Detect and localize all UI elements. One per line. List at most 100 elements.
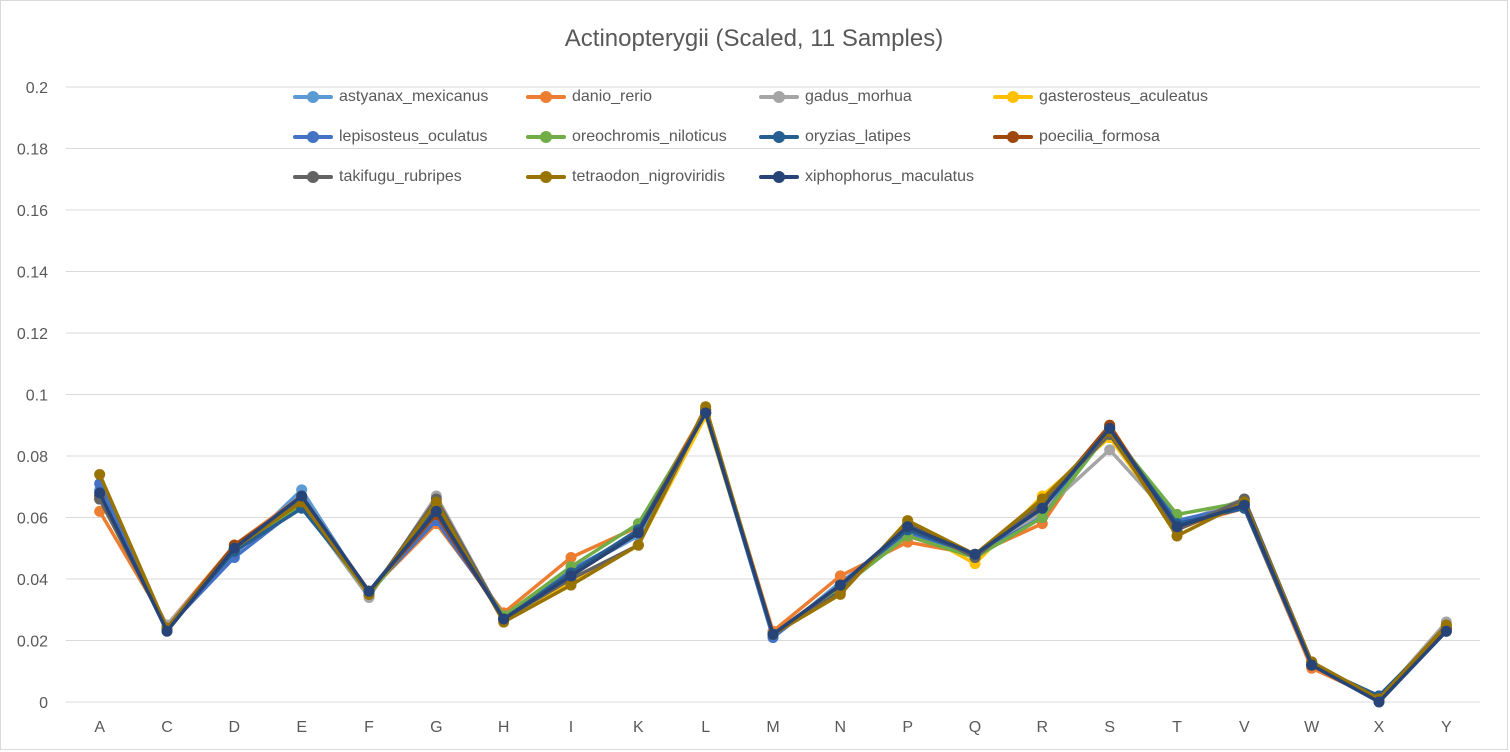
series-line — [98, 411, 1448, 698]
series-line — [98, 408, 1448, 701]
legend-item: danio_rerio — [526, 87, 652, 107]
y-tick-label: 0.02 — [17, 634, 48, 651]
data-point — [1306, 659, 1318, 671]
legend-swatch-icon — [759, 167, 799, 187]
y-tick-label: 0.12 — [17, 326, 48, 343]
data-point — [430, 496, 442, 508]
data-point — [902, 521, 914, 533]
data-point — [1036, 493, 1048, 505]
data-point — [632, 539, 644, 551]
legend-swatch-icon — [993, 87, 1033, 107]
legend-item: oreochromis_niloticus — [526, 127, 727, 147]
data-point — [498, 613, 510, 625]
x-tick-label: V — [1239, 719, 1250, 736]
data-point — [161, 625, 173, 637]
legend-swatch-icon — [759, 87, 799, 107]
series-line — [98, 414, 1448, 701]
legend-label: gasterosteus_aculeatus — [1039, 88, 1208, 105]
x-tick-label: G — [430, 719, 442, 736]
y-tick-label: 0.14 — [17, 265, 48, 282]
x-tick-label: D — [229, 719, 241, 736]
data-point — [767, 628, 779, 640]
legend-item: oryzias_latipes — [759, 127, 911, 147]
data-point — [1373, 696, 1385, 708]
legend-item: gasterosteus_aculeatus — [993, 87, 1208, 107]
data-point — [1238, 499, 1250, 511]
legend-swatch-icon — [993, 127, 1033, 147]
legend-item: gadus_morhua — [759, 87, 912, 107]
data-point — [296, 490, 308, 502]
legend-label: oryzias_latipes — [805, 128, 911, 145]
data-point — [632, 527, 644, 539]
data-point — [565, 570, 577, 582]
y-tick-label: 0.2 — [26, 80, 48, 97]
y-tick-label: 0.04 — [17, 572, 48, 589]
x-tick-label: M — [766, 719, 779, 736]
data-point — [1036, 502, 1048, 514]
legend-label: poecilia_formosa — [1039, 128, 1160, 145]
legend-item: lepisosteus_oculatus — [293, 127, 488, 147]
y-tick-label: 0 — [39, 695, 48, 712]
data-point — [834, 588, 846, 600]
x-tick-label: S — [1104, 719, 1115, 736]
x-tick-label: F — [364, 719, 374, 736]
data-point — [969, 548, 981, 560]
series-line — [98, 405, 1448, 701]
legend-swatch-icon — [293, 127, 333, 147]
data-point — [834, 570, 846, 582]
x-tick-label: C — [161, 719, 173, 736]
legend-swatch-icon — [526, 87, 566, 107]
data-point — [1104, 422, 1116, 434]
data-point — [565, 579, 577, 591]
legend-label: astyanax_mexicanus — [339, 88, 489, 105]
x-tick-label: I — [569, 719, 573, 736]
data-point — [700, 407, 712, 419]
data-point — [1171, 530, 1183, 542]
legend-label: xiphophorus_maculatus — [805, 168, 974, 185]
y-tick-label: 0.06 — [17, 511, 48, 528]
data-point — [565, 551, 577, 563]
data-point — [1171, 521, 1183, 533]
legend-swatch-icon — [293, 87, 333, 107]
data-point — [363, 585, 375, 597]
legend-item: takifugu_rubripes — [293, 167, 462, 187]
x-tick-label: A — [94, 719, 105, 736]
data-point — [94, 505, 106, 517]
legend-item: poecilia_formosa — [993, 127, 1160, 147]
x-tick-label: E — [296, 719, 307, 736]
legend-swatch-icon — [526, 167, 566, 187]
data-point — [94, 487, 106, 499]
legend-label: lepisosteus_oculatus — [339, 128, 488, 145]
x-tick-label: W — [1304, 719, 1320, 736]
legend-item: tetraodon_nigroviridis — [526, 167, 725, 187]
x-tick-label: L — [701, 719, 710, 736]
data-point — [834, 579, 846, 591]
legend-label: gadus_morhua — [805, 88, 912, 105]
x-tick-label: K — [633, 719, 644, 736]
x-tick-label: Q — [969, 719, 981, 736]
x-tick-label: H — [498, 719, 510, 736]
legend-swatch-icon — [526, 127, 566, 147]
series-line — [98, 408, 1448, 701]
legend-label: takifugu_rubripes — [339, 168, 462, 185]
x-tick-label: X — [1374, 719, 1385, 736]
data-point — [1104, 444, 1116, 456]
data-point — [1036, 512, 1048, 523]
x-tick-label: T — [1172, 719, 1182, 736]
legend-label: danio_rerio — [572, 88, 653, 105]
x-tick-label: Y — [1441, 719, 1452, 736]
legend-item: xiphophorus_maculatus — [759, 167, 974, 187]
data-point — [94, 468, 106, 480]
x-tick-label: R — [1037, 719, 1049, 736]
y-tick-label: 0.16 — [17, 203, 48, 220]
series-line — [98, 408, 1448, 701]
x-tick-label: N — [835, 719, 847, 736]
y-tick-label: 0.08 — [17, 449, 48, 466]
x-tick-label: P — [902, 719, 913, 736]
legend-swatch-icon — [293, 167, 333, 187]
legend-item: astyanax_mexicanus — [293, 87, 488, 107]
y-tick-label: 0.18 — [17, 142, 48, 159]
y-tick-label: 0.1 — [26, 388, 48, 405]
